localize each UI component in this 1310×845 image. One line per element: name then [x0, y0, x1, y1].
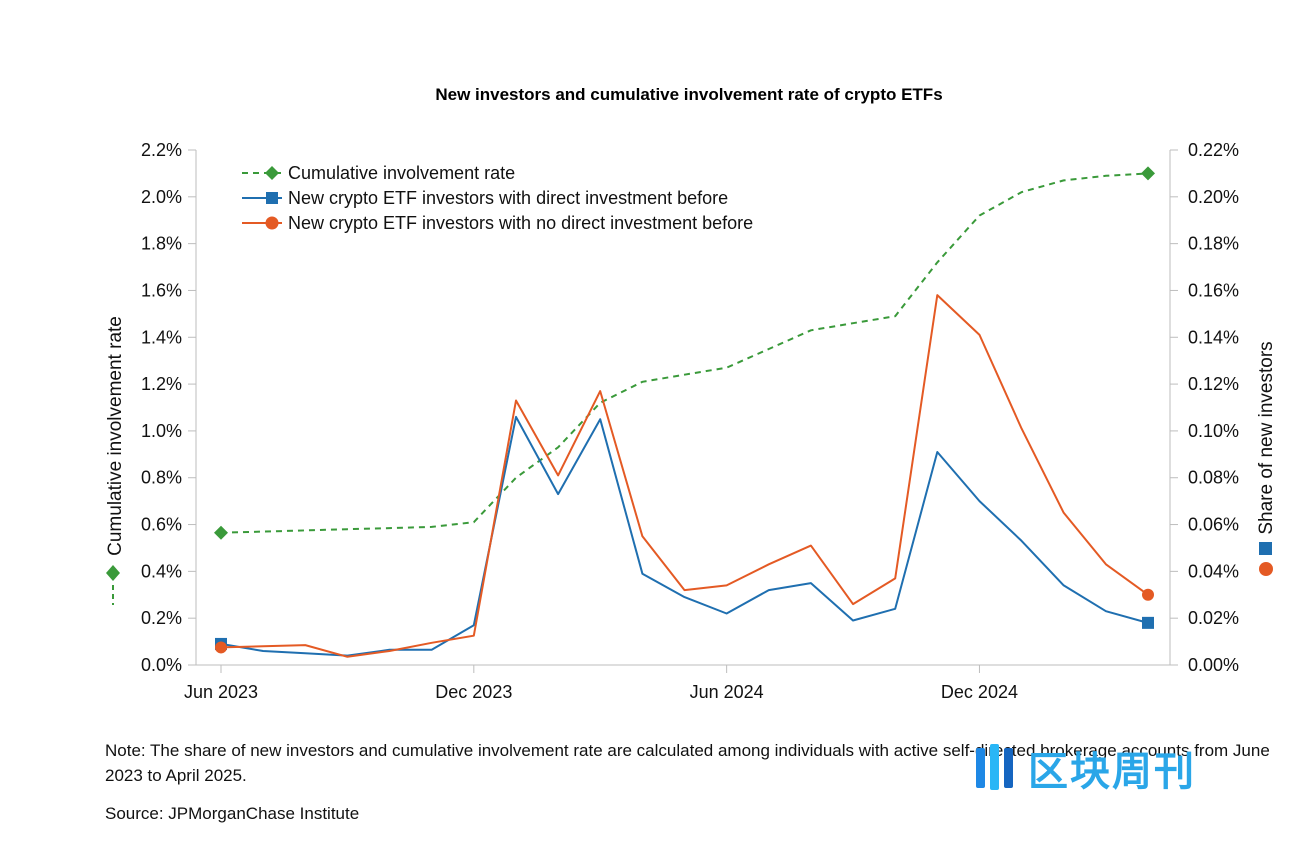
legend: Cumulative involvement rate New crypto ET…: [242, 163, 753, 233]
right-tick-label: 0.10%: [1188, 421, 1239, 441]
left-tick-label: 1.8%: [141, 234, 182, 254]
x-tick-label: Dec 2024: [941, 682, 1018, 702]
right-tick-label: 0.12%: [1188, 374, 1239, 394]
left-tick-label: 1.0%: [141, 421, 182, 441]
watermark-logo: 区块周刊: [972, 740, 1282, 796]
right-tick-label: 0.06%: [1188, 515, 1239, 535]
legend-square-icon: [266, 192, 278, 204]
left-axis-label: Cumulative involvement rate: [105, 316, 126, 556]
left-tick-label: 1.4%: [141, 327, 182, 347]
series-line-1: [220, 415, 1149, 657]
series-line-0: [220, 172, 1149, 534]
x-tick-label: Jun 2023: [184, 682, 258, 702]
legend-label-0: Cumulative involvement rate: [288, 163, 515, 183]
legend-label-2: New crypto ETF investors with no direct …: [288, 213, 753, 233]
left-tick-label: 2.0%: [141, 187, 182, 207]
x-tick-label: Dec 2023: [435, 682, 512, 702]
right-tick-label: 0.08%: [1188, 468, 1239, 488]
left-tick-label: 0.2%: [141, 608, 182, 628]
left-tick-label: 0.6%: [141, 515, 182, 535]
right-tick-label: 0.20%: [1188, 187, 1239, 207]
series-point-square: [1142, 616, 1154, 629]
right-tick-label: 0.16%: [1188, 280, 1239, 300]
series-layer: [214, 166, 1155, 658]
legend-diamond-icon: [265, 166, 279, 180]
left-tick-label: 1.6%: [141, 280, 182, 300]
series-point-circle: [215, 641, 227, 654]
right-tick-label: 0.04%: [1188, 561, 1239, 581]
right-tick-label: 0.02%: [1188, 608, 1239, 628]
right-tick-label: 0.00%: [1188, 655, 1239, 675]
left-tick-label: 0.4%: [141, 561, 182, 581]
right-tick-label: 0.18%: [1188, 234, 1239, 254]
right-tick-label: 0.14%: [1188, 327, 1239, 347]
legend-label-1: New crypto ETF investors with direct inv…: [288, 188, 728, 208]
left-axis-key-diamond-icon: [106, 565, 120, 581]
right-tick-label: 0.22%: [1188, 140, 1239, 160]
left-tick-label: 0.0%: [141, 655, 182, 675]
source-text: Source: JPMorganChase Institute: [105, 804, 360, 823]
series-point-diamond: [1141, 166, 1155, 181]
right-axis-key-circle-icon: [1259, 562, 1273, 576]
watermark-text: 区块周刊: [1028, 750, 1196, 794]
right-axis-label: Share of new investors: [1256, 341, 1277, 534]
chart: New investors and cumulative involvement…: [105, 85, 1277, 702]
axes: 0.0% 0.2% 0.4% 0.6% 0.8% 1.0% 1.2% 1.4% 1.6% 1.8%…: [105, 140, 1277, 702]
left-tick-label: 0.8%: [141, 468, 182, 488]
series-point-diamond: [214, 525, 228, 540]
legend-circle-icon: [265, 216, 279, 230]
right-axis-key-square-icon: [1259, 542, 1272, 555]
chart-title: New investors and cumulative involvement…: [435, 85, 942, 104]
series-line-2: [220, 294, 1149, 658]
left-tick-label: 2.2%: [141, 140, 182, 160]
left-tick-label: 1.2%: [141, 374, 182, 394]
watermark-mark-icon: [976, 744, 1013, 790]
x-tick-label: Jun 2024: [690, 682, 764, 702]
series-point-circle: [1142, 588, 1154, 601]
